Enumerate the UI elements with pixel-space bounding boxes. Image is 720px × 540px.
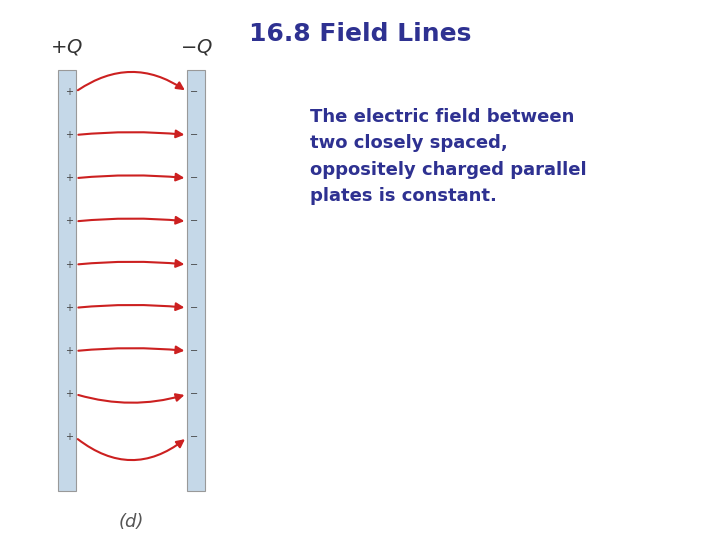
- Text: +: +: [65, 217, 73, 226]
- Bar: [58, 70, 76, 491]
- Text: The electric field between
two closely spaced,
oppositely charged parallel
plate: The electric field between two closely s…: [310, 108, 586, 205]
- Text: −: −: [190, 260, 198, 269]
- Text: +: +: [65, 130, 73, 140]
- Text: −: −: [190, 433, 198, 442]
- Text: $-Q$: $-Q$: [180, 37, 212, 57]
- Text: +: +: [65, 260, 73, 269]
- Text: −: −: [190, 217, 198, 226]
- Text: +: +: [65, 433, 73, 442]
- Text: −: −: [190, 346, 198, 356]
- Text: (d): (d): [119, 513, 144, 531]
- Text: 16.8 Field Lines: 16.8 Field Lines: [249, 22, 471, 45]
- Text: +: +: [65, 87, 73, 97]
- Text: +: +: [65, 346, 73, 356]
- Text: +: +: [65, 303, 73, 313]
- Text: −: −: [190, 87, 198, 97]
- Text: −: −: [190, 303, 198, 313]
- Text: −: −: [190, 389, 198, 399]
- Text: $+Q$: $+Q$: [50, 37, 83, 57]
- Text: +: +: [65, 173, 73, 183]
- Text: +: +: [65, 389, 73, 399]
- Bar: [187, 70, 205, 491]
- Text: −: −: [190, 130, 198, 140]
- Text: −: −: [190, 173, 198, 183]
